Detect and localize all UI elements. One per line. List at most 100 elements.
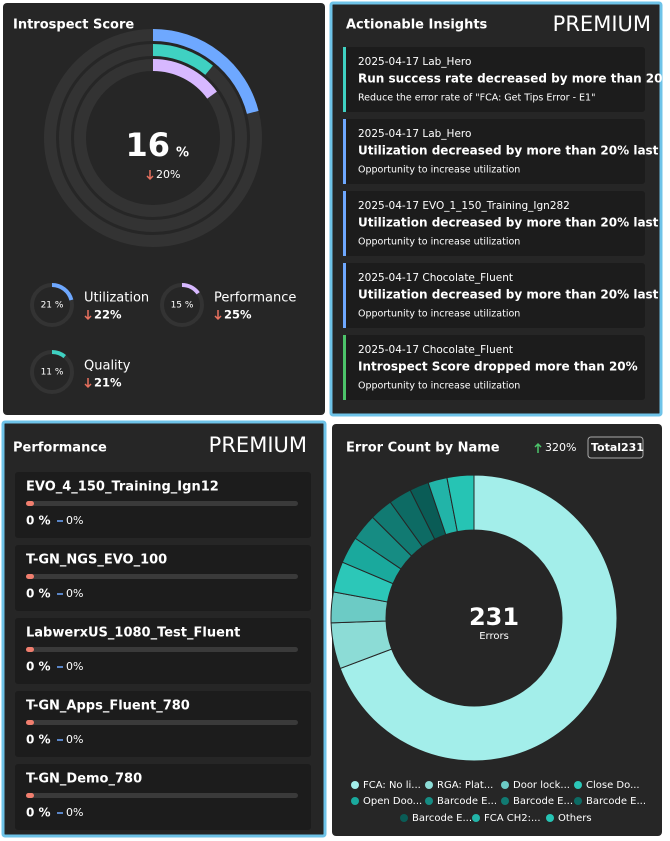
premium-badge: PREMIUM [553, 12, 651, 36]
performance-name: T-GN_NGS_EVO_100 [26, 553, 167, 568]
insight-headline: Introspect Score dropped more than 20% [358, 360, 638, 374]
legend-label: Barcode E... [586, 796, 646, 807]
progress-track [26, 793, 298, 798]
down-arrow [146, 170, 154, 181]
insight-meta: 2025-04-17 Lab_Hero [358, 128, 471, 140]
panel-title: Performance [13, 441, 107, 456]
mini-ring-label: 11 % [41, 368, 64, 378]
performance-value: 0 % [26, 733, 51, 747]
legend-swatch [425, 781, 433, 789]
insight-accent [343, 191, 346, 256]
performance-value: 0 % [26, 660, 51, 674]
legend-swatch [501, 781, 509, 789]
error-change: 320% [545, 441, 576, 454]
performance-change: 0% [66, 806, 83, 819]
performance-change: 0% [66, 587, 83, 600]
legend-label: FCA: No li... [363, 780, 421, 791]
mini-ring-label: 15 % [171, 301, 194, 311]
legend-label: Open Doo... [363, 796, 422, 807]
insight-meta: 2025-04-17 Chocolate_Fluent [358, 272, 513, 284]
donut-slice [446, 474, 475, 533]
legend-label: FCA CH2:... [484, 813, 541, 824]
metric-change: 25% [224, 308, 252, 322]
total-value: 231 [621, 441, 644, 454]
metric-change: 22% [94, 308, 122, 322]
performance-name: T-GN_Demo_780 [26, 772, 142, 787]
insight-headline: Run success rate decreased by more than … [358, 72, 670, 86]
chart-title: Error Count by Name [346, 441, 500, 456]
progress-bar [26, 501, 34, 506]
mini-ring-arc [181, 283, 200, 295]
performance-change: 0% [66, 733, 83, 746]
progress-bar [26, 720, 34, 725]
insight-card [343, 335, 645, 400]
legend-swatch [472, 814, 480, 822]
insight-card [343, 119, 645, 184]
legend-label: RGA: Plat... [437, 780, 493, 791]
legend-swatch [546, 814, 554, 822]
down-arrow [214, 310, 222, 321]
insight-meta: 2025-04-17 Chocolate_Fluent [358, 344, 513, 356]
performance-value: 0 % [26, 806, 51, 820]
performance-change: 0% [66, 660, 83, 673]
up-arrow [534, 442, 542, 453]
performance-name: EVO_4_150_Training_Ign12 [26, 480, 219, 495]
ring-arc [152, 44, 213, 75]
legend-label: Barcode E... [513, 796, 573, 807]
panel-title: Actionable Insights [346, 18, 488, 33]
donut-total: 231 [469, 603, 519, 631]
score-value: 16 [125, 126, 170, 164]
metric-name: Quality [84, 359, 131, 374]
insight-detail: Opportunity to increase utilization [358, 165, 520, 176]
performance-name: LabwerxUS_1080_Test_Fluent [26, 626, 240, 641]
metric-change: 21% [94, 376, 122, 390]
progress-track [26, 720, 298, 725]
progress-track [26, 647, 298, 652]
insight-card [343, 191, 645, 256]
performance-value: 0 % [26, 587, 51, 601]
mini-ring-label: 21 % [41, 301, 64, 311]
insight-headline: Utilization decreased by more than 20% l… [358, 144, 670, 158]
progress-bar [26, 574, 34, 579]
legend-label: Barcode E... [412, 813, 472, 824]
legend-swatch [574, 797, 582, 805]
performance-value: 0 % [26, 514, 51, 528]
insight-accent [343, 263, 346, 328]
legend-swatch [351, 797, 359, 805]
ring-arc [152, 29, 259, 114]
insight-meta: 2025-04-17 Lab_Hero [358, 56, 471, 68]
insight-meta: 2025-04-17 EVO_1_150_Training_Ign282 [358, 200, 570, 212]
performance-change: 0% [66, 514, 83, 527]
insight-headline: Utilization decreased by more than 20% l… [358, 288, 670, 302]
progress-bar [26, 647, 34, 652]
donut-label: Errors [479, 631, 509, 642]
insight-detail: Opportunity to increase utilization [358, 309, 520, 320]
insight-card [343, 47, 645, 112]
insight-accent [343, 119, 346, 184]
score-change: 20% [156, 168, 180, 181]
legend-swatch [574, 781, 582, 789]
insight-headline: Utilization decreased by more than 20% l… [358, 216, 670, 230]
insight-card [343, 263, 645, 328]
legend-swatch [400, 814, 408, 822]
down-arrow [84, 310, 92, 321]
panel-title: Introspect Score [13, 18, 134, 33]
insight-detail: Opportunity to increase utilization [358, 381, 520, 392]
legend-swatch [501, 797, 509, 805]
insight-detail: Opportunity to increase utilization [358, 237, 520, 248]
premium-badge: PREMIUM [209, 433, 307, 457]
legend-label: Barcode E... [437, 796, 497, 807]
legend-label: Close Do... [586, 780, 640, 791]
ring-arc [152, 59, 217, 99]
legend-swatch [425, 797, 433, 805]
metric-name: Performance [214, 291, 296, 306]
insight-detail: Reduce the error rate of "FCA: Get Tips … [358, 93, 595, 104]
mini-ring-arc [51, 283, 74, 301]
legend-label: Others [558, 813, 592, 824]
total-box [587, 436, 644, 459]
insight-accent [343, 47, 346, 112]
insight-accent [343, 335, 346, 400]
legend-swatch [351, 781, 359, 789]
performance-name: T-GN_Apps_Fluent_780 [26, 699, 190, 714]
score-unit: % [176, 146, 189, 161]
